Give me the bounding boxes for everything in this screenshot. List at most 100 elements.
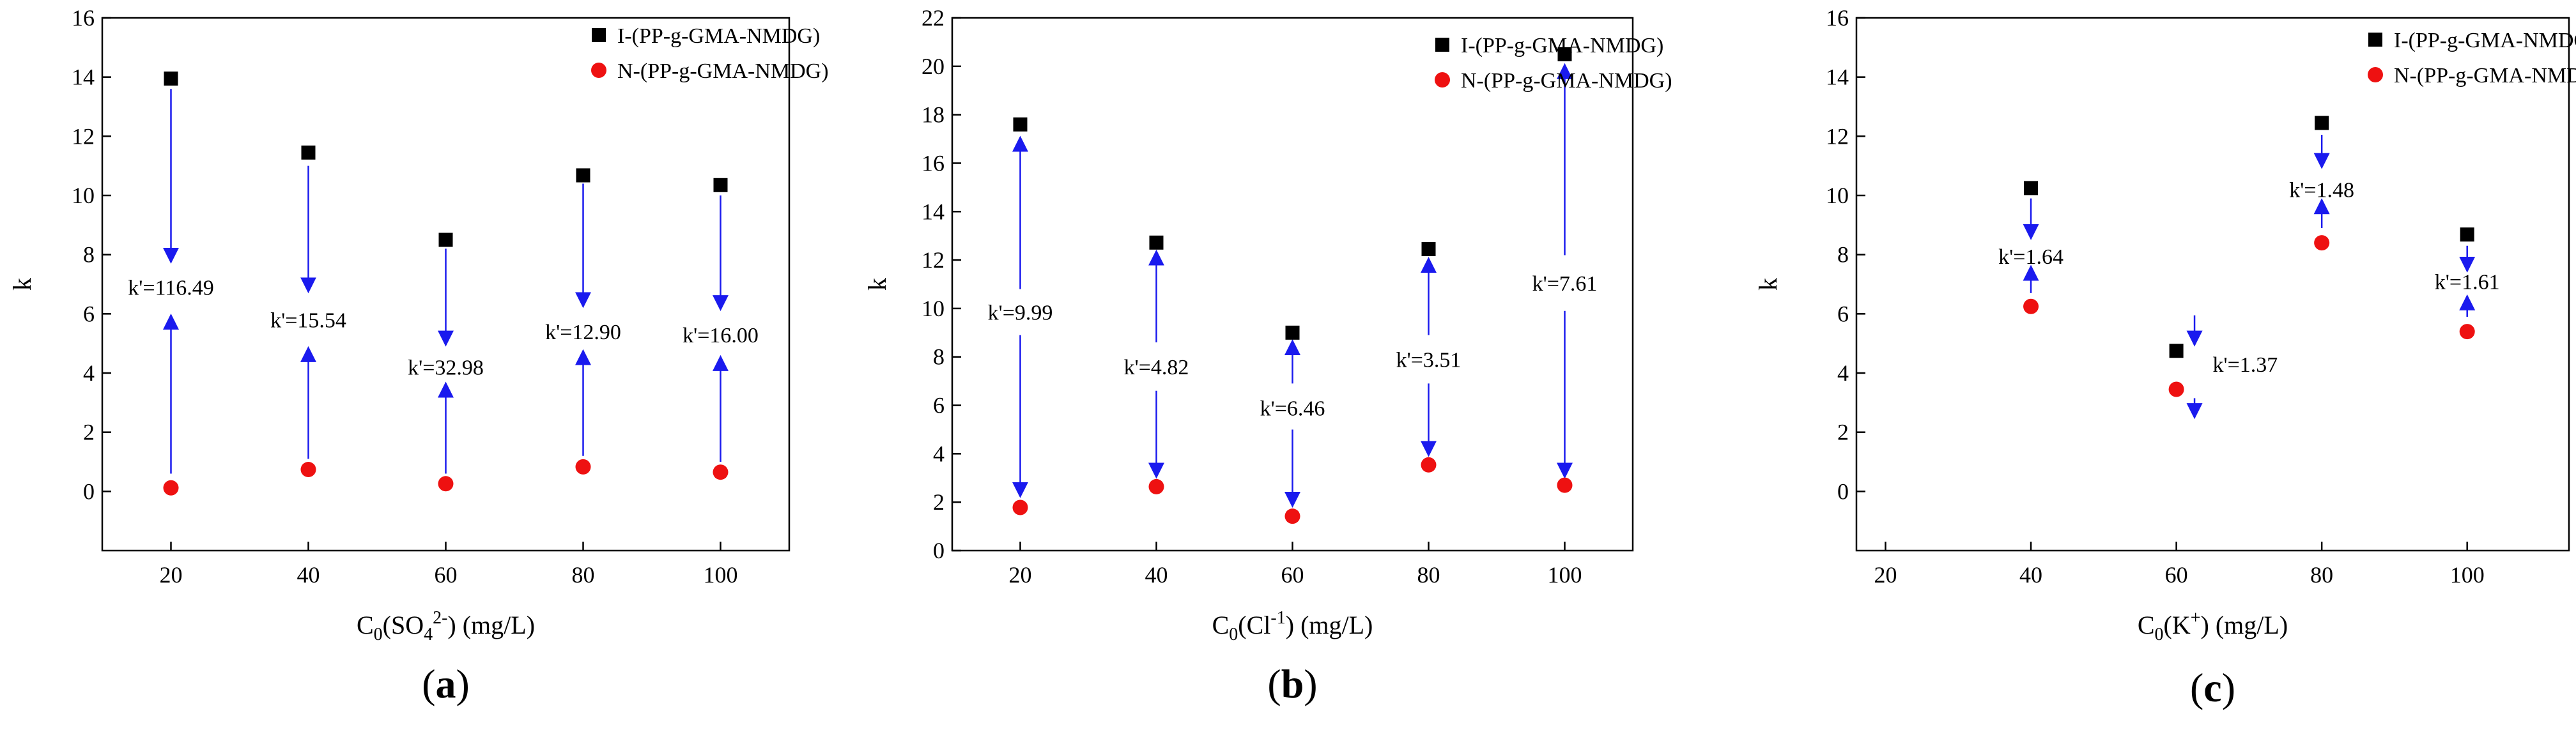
point-series-n	[1148, 478, 1164, 494]
y-tick-label: 8	[83, 242, 95, 268]
legend-label-n: N-(PP-g-GMA-NMDG)	[617, 59, 829, 83]
y-tick-label: 22	[922, 5, 945, 31]
y-tick-label: 4	[1837, 360, 1849, 386]
y-axis-title: k	[1754, 278, 1782, 291]
y-tick-label: 8	[1837, 242, 1849, 268]
point-series-i	[576, 168, 590, 183]
legend-marker-n	[2368, 67, 2383, 82]
point-series-i	[713, 178, 728, 192]
point-series-n	[438, 476, 454, 492]
annotation-label: k'=116.49	[128, 277, 214, 300]
annotation-label: k'=1.37	[2213, 353, 2278, 377]
point-series-i	[1013, 117, 1028, 132]
y-tick-label: 10	[1826, 183, 1849, 208]
x-tick-label: 80	[572, 562, 595, 588]
y-tick-label: 12	[1826, 123, 1849, 149]
y-tick-label: 2	[933, 489, 945, 515]
y-tick-label: 12	[922, 247, 945, 273]
point-series-n	[713, 464, 729, 480]
annotation-label: k'=12.90	[545, 321, 621, 344]
x-tick-label: 20	[1009, 562, 1032, 588]
y-tick-label: 8	[933, 344, 945, 370]
x-tick-label: 100	[2450, 562, 2485, 588]
y-tick-label: 2	[83, 420, 95, 445]
panel-label: (a)	[422, 661, 470, 706]
y-tick-label: 4	[933, 441, 945, 466]
point-series-i	[1557, 47, 1572, 61]
point-series-n	[300, 462, 316, 478]
annotation-label: k'=32.98	[408, 356, 484, 380]
y-tick-label: 10	[72, 183, 95, 208]
x-tick-label: 100	[704, 562, 738, 588]
annotation-label: k'=1.61	[2435, 270, 2500, 294]
x-tick-label: 100	[1548, 562, 1582, 588]
x-tick-label: 60	[1281, 562, 1304, 588]
y-tick-label: 16	[1826, 5, 1849, 31]
annotation-label: k'=15.54	[270, 309, 346, 333]
y-tick-label: 16	[922, 150, 945, 176]
x-axis-title: C0(SO42-) (mg/L)	[357, 608, 535, 644]
x-tick-label: 60	[2165, 562, 2188, 588]
point-series-n	[1284, 508, 1300, 524]
y-tick-label: 20	[922, 54, 945, 79]
point-series-i	[301, 145, 316, 160]
point-series-n	[2023, 298, 2039, 314]
point-series-n	[2459, 324, 2475, 340]
panel-label: (c)	[2190, 665, 2235, 710]
y-tick-label: 14	[1826, 65, 1849, 90]
y-tick-label: 0	[83, 478, 95, 504]
x-tick-label: 80	[1417, 562, 1440, 588]
x-tick-label: 80	[2310, 562, 2333, 588]
plot-frame	[1855, 17, 2570, 552]
legend-marker-i	[1435, 38, 1449, 52]
chart-panel-c: 0 2 4 6 8 10 12 14 16 20 40 60 80 100 k C0(K+) (mg/L) k'…	[1754, 5, 2576, 710]
point-series-i	[1149, 235, 1164, 250]
annotation-label: k'=7.61	[1532, 272, 1598, 296]
y-tick-label: 6	[83, 301, 95, 326]
y-axis-title: k	[863, 278, 891, 291]
chart-panel-a: 0 2 4 6 8 10 12 14 16 20 40 60 80 100 k C0(SO42-) (mg/L…	[8, 5, 829, 706]
legend-label-i: I-(PP-g-GMA-NMDG)	[2394, 29, 2576, 52]
x-axis-title: C0(K+) (mg/L)	[2138, 608, 2288, 644]
point-series-i	[2169, 344, 2184, 358]
x-tick-label: 40	[1145, 562, 1168, 588]
x-tick-label: 20	[1874, 562, 1897, 588]
panel-label: (b)	[1267, 661, 1317, 706]
y-tick-label: 0	[1837, 478, 1849, 504]
point-series-i	[438, 233, 453, 247]
x-tick-label: 60	[435, 562, 458, 588]
x-tick-label: 40	[2019, 562, 2042, 588]
annotation-label: k'=6.46	[1260, 397, 1325, 420]
point-series-i	[2315, 116, 2329, 130]
annotation-label: k'=1.48	[2289, 179, 2354, 202]
legend-marker-i	[2368, 33, 2382, 47]
chart-panel-b: 0 2 4 6 8 10 12 14 16 18 20 22 20 40 60 80 100 k C0(Cl-1) …	[863, 5, 1672, 706]
legend-marker-n	[1435, 72, 1450, 88]
point-series-n	[1557, 477, 1573, 493]
annotation-label: k'=9.99	[988, 301, 1053, 325]
y-tick-label: 2	[1837, 420, 1849, 445]
y-tick-label: 14	[922, 199, 945, 224]
annotation-label: k'=4.82	[1124, 356, 1189, 379]
point-series-i	[2024, 181, 2039, 195]
x-tick-label: 20	[160, 562, 183, 588]
legend-marker-n	[591, 63, 606, 78]
x-tick-label: 40	[297, 562, 320, 588]
legend: I-(PP-g-GMA-NMDG) N-(PP-g-GMA-NMDG)	[591, 24, 829, 83]
point-series-n	[1012, 499, 1028, 515]
point-series-n	[163, 480, 179, 496]
annotation-label: k'=16.00	[683, 324, 759, 347]
legend-label-n: N-(PP-g-GMA-NMDG)	[2394, 64, 2576, 88]
legend-marker-i	[592, 28, 606, 42]
y-axis-title: k	[8, 278, 36, 291]
y-tick-label: 10	[922, 296, 945, 321]
point-series-i	[1421, 242, 1436, 257]
point-series-n	[2314, 235, 2330, 251]
y-tick-label: 12	[72, 123, 95, 149]
annotation-label: k'=3.51	[1396, 349, 1462, 372]
legend-label-n: N-(PP-g-GMA-NMDG)	[1461, 69, 1672, 93]
legend-label-i: I-(PP-g-GMA-NMDG)	[1461, 34, 1663, 57]
point-series-n	[2168, 381, 2184, 397]
legend: I-(PP-g-GMA-NMDG) N-(PP-g-GMA-NMDG)	[1435, 34, 1672, 93]
